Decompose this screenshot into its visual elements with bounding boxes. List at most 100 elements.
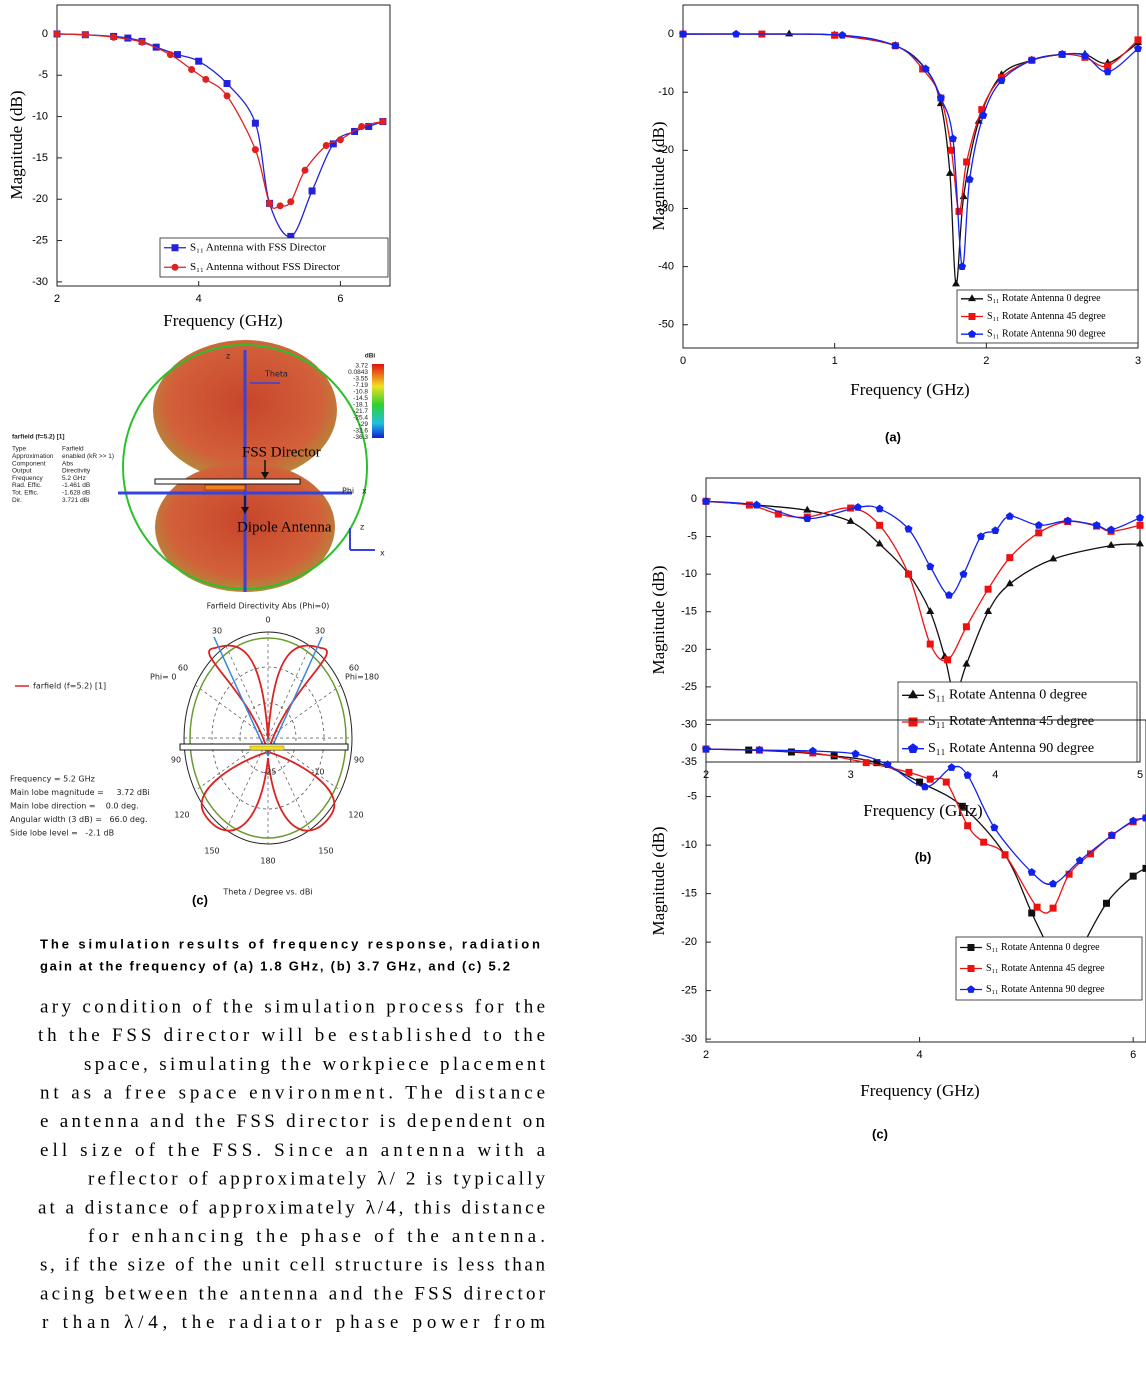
y-tick-label: -50 <box>658 319 674 331</box>
marker <box>959 569 968 578</box>
marker <box>984 585 992 593</box>
marker <box>962 623 970 631</box>
y-axis-label: Magnitude (dB) <box>649 121 668 230</box>
marker <box>921 64 930 73</box>
marker <box>171 244 179 252</box>
marker <box>1134 44 1142 52</box>
y-tick-label: -25 <box>681 681 697 693</box>
polar-angle: 90 <box>354 756 364 765</box>
plot-frame <box>682 4 1139 349</box>
marker <box>1006 554 1014 562</box>
marker <box>945 169 954 176</box>
body-line: th the FSS director will be established … <box>38 1025 545 1046</box>
series-line <box>705 500 1141 662</box>
colorbar-label: 3.72 <box>355 363 368 370</box>
marker <box>1065 870 1073 878</box>
marker <box>110 33 118 41</box>
marker <box>1092 521 1101 529</box>
marker <box>958 262 967 270</box>
marker <box>138 38 146 46</box>
x-tick-label: 2 <box>703 1049 709 1061</box>
x-axis-label: Frequency (GHz) <box>850 380 969 399</box>
marker <box>287 198 295 206</box>
colorbar-label: -14.5 <box>353 395 368 402</box>
marker <box>81 31 89 39</box>
marker <box>862 759 870 767</box>
marker <box>920 782 929 791</box>
axis-label: z <box>226 352 230 361</box>
y-tick-label: -30 <box>658 202 674 214</box>
x-tick-label: 6 <box>1130 1049 1136 1061</box>
info-value: -1.461 dB <box>62 482 90 489</box>
polar-plot <box>15 631 353 845</box>
legend-box <box>955 936 1143 1001</box>
x-tick-label: 6 <box>337 293 343 305</box>
figure-label: (c) <box>872 1126 888 1141</box>
x-tick-label: 2 <box>983 355 989 367</box>
marker <box>1080 51 1089 59</box>
y-tick-label: -10 <box>681 568 697 580</box>
marker <box>905 570 913 578</box>
x-tick-label: 3 <box>1135 355 1141 367</box>
x-tick-label: 0 <box>680 355 686 367</box>
marker <box>926 640 934 648</box>
marker <box>936 93 945 102</box>
caption-line: gain at the frequency of (a) 1.8 GHz, (b… <box>40 958 510 973</box>
axis-label: Theta <box>264 370 288 379</box>
axis-label: z <box>360 523 364 532</box>
legend-label: S₁₁ Rotate Antenna 90 degree <box>986 984 1105 995</box>
legend-label: S₁₁ Rotate Antenna 45 degree <box>928 714 1094 729</box>
marker <box>875 504 884 513</box>
y-tick-label: -5 <box>687 531 697 543</box>
marker <box>875 539 884 547</box>
marker <box>965 175 974 183</box>
plot-frame <box>56 4 391 287</box>
marker <box>984 607 993 614</box>
polar-angle: 60 <box>349 664 359 673</box>
y-tick-label: -30 <box>32 276 48 288</box>
marker <box>251 146 259 154</box>
info-key: Dir. <box>12 497 22 504</box>
polar-info: Angular width (3 dB) = 66.0 deg. <box>10 815 148 824</box>
caption-line: The simulation results of frequency resp… <box>40 936 540 951</box>
marker <box>1136 521 1144 529</box>
marker <box>947 763 956 771</box>
marker <box>891 41 900 50</box>
colorbar-label: -32.6 <box>353 428 368 435</box>
marker <box>322 142 330 149</box>
marker <box>853 503 862 511</box>
legend-label: S₁₁ Rotate Antenna 90 degree <box>928 741 1094 756</box>
marker <box>755 745 764 754</box>
marker <box>1005 579 1014 587</box>
x-tick-label: 2 <box>54 293 60 305</box>
series-line <box>56 33 384 238</box>
body-line: s, if the size of the unit cell structur… <box>40 1255 545 1276</box>
marker <box>990 823 999 832</box>
marker <box>1129 816 1138 825</box>
x-axis-label: Frequency (GHz) <box>860 1081 979 1100</box>
polar-angle: 150 <box>204 847 219 856</box>
marker <box>365 122 373 130</box>
y-tick-label: -5 <box>38 69 48 81</box>
marker <box>997 76 1006 84</box>
y-tick-label: -25 <box>32 234 48 246</box>
marker <box>1102 899 1110 907</box>
colorbar-label: -18.1 <box>353 402 368 409</box>
marker <box>785 29 794 37</box>
x-tick-label: 1 <box>832 355 838 367</box>
marker <box>1063 516 1072 525</box>
marker <box>964 822 972 830</box>
marker <box>1107 831 1116 839</box>
marker <box>967 944 975 951</box>
marker <box>1049 879 1058 888</box>
y-tick-label: -20 <box>658 144 674 156</box>
marker <box>202 75 210 83</box>
colorbar-label: -10.8 <box>353 389 368 396</box>
y-tick-label: -5 <box>687 791 697 803</box>
body-line: for enhancing the phase of the antenna. <box>88 1226 545 1247</box>
y-tick-label: 0 <box>668 28 674 40</box>
marker <box>980 838 988 846</box>
legend-label: S₁₁ Rotate Antenna 90 degree <box>987 328 1106 339</box>
marker <box>908 717 918 727</box>
y-tick-label: -15 <box>681 606 697 618</box>
